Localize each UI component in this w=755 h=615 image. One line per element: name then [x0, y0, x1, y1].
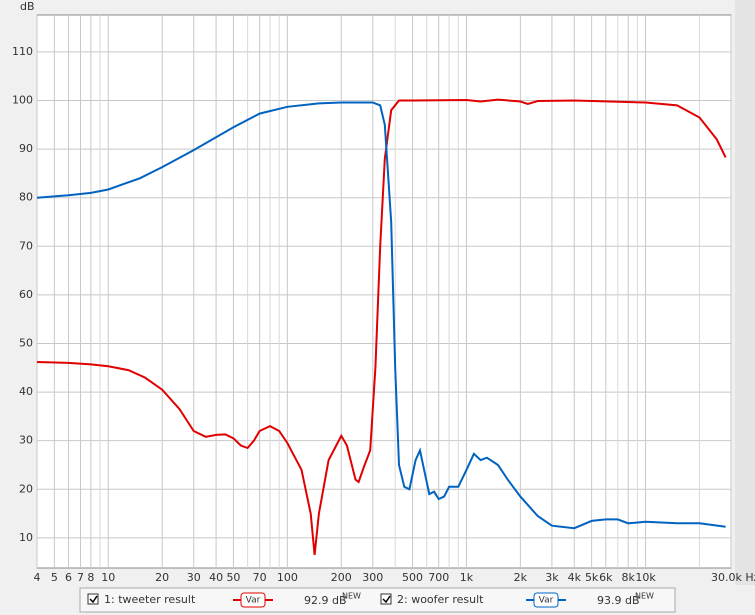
y-tick-label: 100 [12, 94, 33, 107]
x-tick-label: 30.0k Hz [711, 571, 755, 584]
legend-level: 92.9 dB [304, 594, 347, 607]
legend-var-box [533, 592, 559, 608]
legend-level: 93.9 dB [597, 594, 640, 607]
x-tick-label: 30 [187, 571, 201, 584]
x-tick-label: 10 [101, 571, 115, 584]
x-tick-label: 70 [253, 571, 267, 584]
legend-checkbox [380, 593, 392, 605]
y-tick-label: 40 [19, 385, 33, 398]
legend-checkbox [87, 593, 99, 605]
y-tick-label: 30 [19, 434, 33, 447]
y-unit: dB [20, 0, 35, 13]
y-tick-label: 50 [19, 336, 33, 349]
x-tick-label: 200 [331, 571, 352, 584]
x-tick-label: 5k [585, 571, 599, 584]
y-tick-label: 90 [19, 142, 33, 155]
x-tick-label: 6k [599, 571, 613, 584]
y-tick-label: 70 [19, 239, 33, 252]
series-line [37, 98, 727, 556]
x-tick-label: 4 [34, 571, 41, 584]
x-tick-label: 2k [514, 571, 528, 584]
legend-var-box [240, 592, 266, 608]
x-tick-label: 7 [77, 571, 84, 584]
x-tick-label: 6 [65, 571, 72, 584]
series-line [37, 101, 726, 530]
x-tick-label: 3k [545, 571, 559, 584]
legend-badge: NEW [342, 592, 361, 601]
y-tick-label: 10 [19, 531, 33, 544]
x-tick-label: 700 [428, 571, 449, 584]
legend [79, 587, 676, 613]
x-tick-label: 1k [460, 571, 474, 584]
x-tick-label: 8k [622, 571, 636, 584]
y-tick-label: 110 [12, 45, 33, 58]
legend-var: Var [539, 596, 554, 606]
x-tick-label: 8 [87, 571, 94, 584]
y-tick-label: 60 [19, 288, 33, 301]
x-tick-label: 10k [635, 571, 656, 584]
x-tick-label: 5 [51, 571, 58, 584]
side-strip [735, 0, 755, 585]
x-tick-label: 100 [277, 571, 298, 584]
x-tick-label: 500 [402, 571, 423, 584]
legend-var: Var [246, 596, 261, 606]
plot-area [36, 14, 732, 569]
legend-name: 1: tweeter result [104, 593, 196, 606]
legend-badge: NEW [635, 592, 654, 601]
x-tick-label: 40 [209, 571, 223, 584]
y-tick-label: 80 [19, 191, 33, 204]
y-tick-label: 20 [19, 482, 33, 495]
legend-check [382, 595, 391, 604]
legend-check [89, 595, 98, 604]
x-tick-label: 50 [226, 571, 240, 584]
legend-name: 2: woofer result [397, 593, 484, 606]
x-tick-label: 4k [568, 571, 582, 584]
x-tick-label: 20 [155, 571, 169, 584]
x-tick-label: 300 [362, 571, 383, 584]
